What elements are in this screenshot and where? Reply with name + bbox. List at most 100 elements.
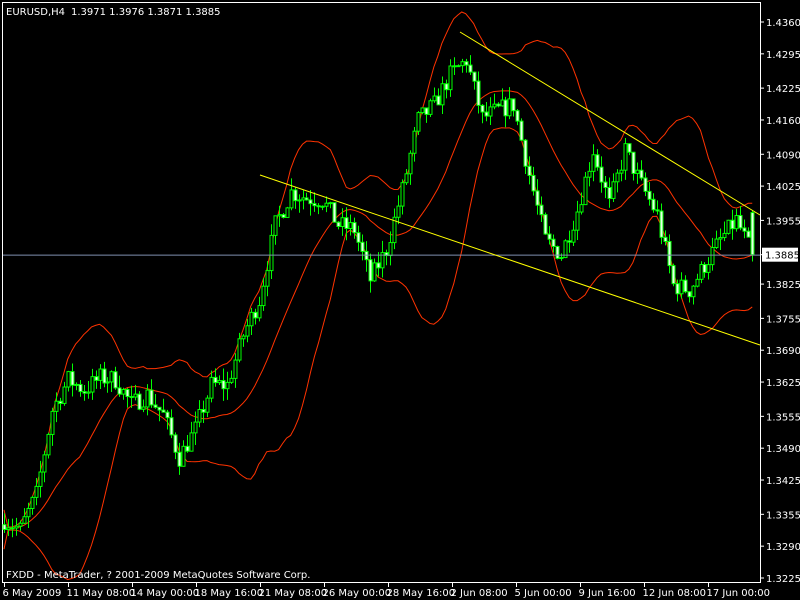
candle-body — [555, 245, 560, 259]
candle — [117, 375, 122, 397]
candle-body — [289, 189, 294, 209]
candle-body — [352, 222, 357, 234]
bollinger-lower-band — [3, 127, 753, 581]
candle — [472, 71, 477, 90]
candle-body — [412, 130, 417, 154]
candle-body — [293, 189, 298, 202]
price-tick-label: 1.3690 — [766, 346, 800, 357]
candle — [659, 203, 664, 245]
price-tick-label: 1.3290 — [766, 542, 800, 553]
candle — [559, 253, 564, 261]
candle-body — [368, 259, 373, 282]
candle — [125, 387, 130, 408]
candle — [233, 353, 238, 388]
candle — [695, 273, 700, 288]
candle-body — [98, 368, 103, 381]
price-tick-label: 1.3425 — [766, 476, 800, 487]
candle-body — [663, 236, 668, 242]
candle — [221, 368, 226, 401]
candle — [38, 460, 43, 498]
candle — [153, 393, 158, 409]
candle-body — [631, 151, 636, 174]
candle-body — [233, 359, 238, 379]
trendline-upper[interactable] — [459, 31, 761, 216]
candle — [237, 332, 242, 363]
candle — [2, 513, 7, 534]
candle-body — [328, 202, 333, 205]
candle — [74, 382, 79, 391]
candle — [30, 495, 35, 515]
candle-body — [161, 409, 166, 413]
candle-body — [436, 95, 441, 106]
candle — [667, 234, 672, 274]
candle — [631, 151, 636, 181]
candle — [571, 220, 576, 247]
candle-body — [193, 421, 198, 434]
candle-body — [726, 219, 731, 234]
candle — [249, 307, 254, 335]
copyright-text: FXDD - MetaTrader, ? 2001-2009 MetaQuote… — [6, 570, 310, 581]
candle-body — [340, 217, 345, 228]
candle — [623, 137, 628, 180]
candle-body — [62, 386, 67, 404]
candle-body — [237, 338, 242, 361]
candle-body — [121, 389, 126, 395]
candle-body — [515, 110, 520, 122]
current-price-label: 1.3885 — [765, 251, 800, 262]
candle-body — [659, 210, 664, 238]
candle-body — [304, 197, 309, 201]
candle-body — [54, 400, 59, 412]
candle — [503, 96, 508, 128]
price-tick-label: 1.4225 — [766, 84, 800, 95]
candle — [348, 214, 353, 236]
bollinger-upper-band — [3, 11, 753, 528]
candle — [392, 208, 397, 250]
candle-body — [671, 265, 676, 285]
candle — [730, 209, 735, 240]
candle — [58, 397, 63, 411]
time-tick-label: 26 May 00:00 — [323, 588, 392, 599]
candle — [356, 225, 361, 252]
candle — [742, 219, 747, 239]
price-tick-label: 1.4360 — [766, 18, 800, 29]
candle-body — [531, 174, 536, 192]
candle — [468, 55, 473, 76]
candle — [308, 189, 313, 216]
candle-body — [153, 404, 158, 408]
candle — [105, 377, 110, 393]
candle — [679, 272, 684, 299]
candle — [496, 102, 501, 108]
candle-body — [253, 311, 258, 319]
candle-body — [70, 371, 75, 386]
candle-body — [452, 65, 457, 68]
candle — [245, 318, 250, 343]
candle — [66, 370, 71, 392]
candle — [281, 212, 286, 219]
bollinger-bands — [3, 11, 753, 581]
candle — [615, 169, 620, 193]
trendline-lower[interactable] — [259, 174, 761, 346]
candle — [611, 173, 616, 202]
candle-body — [10, 527, 15, 530]
candle-body — [360, 241, 365, 252]
candle — [452, 57, 457, 75]
candle — [173, 432, 178, 460]
candle-body — [492, 103, 497, 108]
candle-body — [408, 152, 413, 175]
candle — [488, 97, 493, 125]
price-tick-label: 1.4025 — [766, 182, 800, 193]
candle — [269, 224, 274, 279]
price-tick-label: 1.4090 — [766, 150, 800, 161]
candle — [603, 176, 608, 199]
candle — [476, 71, 481, 114]
candle — [157, 406, 162, 422]
candle — [619, 159, 624, 182]
candle-body — [245, 325, 250, 337]
candle — [42, 450, 47, 483]
candle — [328, 201, 333, 209]
candle-body — [117, 387, 122, 395]
candle — [511, 98, 516, 117]
candle — [432, 87, 437, 103]
candle-body — [320, 205, 325, 208]
